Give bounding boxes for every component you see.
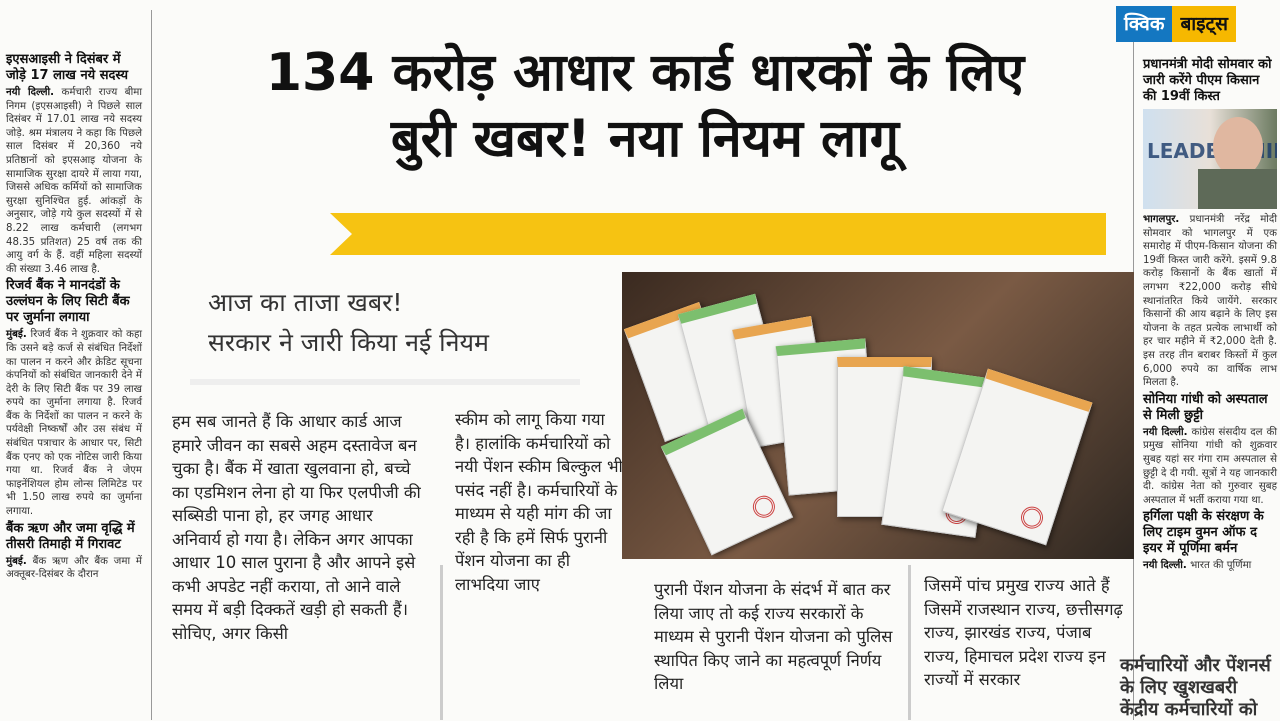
right-news-column: प्रधानमंत्री मोदी सोमवार को जारी करेंगे …	[1143, 55, 1277, 573]
news-headline: बैंक ऋण और जमा वृद्धि में तीसरी तिमाही म…	[6, 520, 135, 552]
subheading: आज का ताजा खबर! सरकार ने जारी किया नई निय…	[190, 275, 580, 385]
column-divider	[908, 565, 911, 720]
left-news-column: इएसआइसी ने दिसंबर में जोड़े 17 लाख नये स…	[6, 50, 142, 582]
news-body: नयी दिल्ली. भारत की पूर्णिमा	[1143, 560, 1252, 572]
article-column-2: स्कीम को लागू किया गया है। हालांकि कर्मच…	[455, 410, 623, 594]
quick-bites-badge: क्विक बाइट्स	[1116, 6, 1236, 42]
article-column-4: जिसमें पांच प्रमुख राज्य आते हैं जिसमें …	[924, 576, 1123, 689]
overlay-headline-fragment: कर्मचारियों और पेंशनर्स के लिए खुशखबरी क…	[1120, 655, 1271, 720]
news-body: नयी दिल्ली. कांग्रेस संसदीय दल की प्रमुख…	[1143, 426, 1277, 506]
news-headline: प्रधानमंत्री मोदी सोमवार को जारी करेंगे …	[1143, 57, 1272, 104]
news-body: मुंबई. बैंक ऋण और बैंक जमा में अक्तूबर-द…	[6, 555, 142, 581]
main-headline: 134 करोड़ आधार कार्ड धारकों के लिए बुरी ख…	[265, 43, 1025, 169]
column-divider	[440, 565, 443, 720]
yellow-banner	[330, 213, 1106, 255]
column-divider	[151, 10, 152, 720]
news-headline: सोनिया गांधी को अस्पताल से मिली छुट्टी	[1143, 391, 1268, 423]
modi-photo: LEADERSHIP	[1143, 109, 1277, 209]
news-headline: हर्गिला पक्षी के संरक्षण के लिए टाइम वुम…	[1143, 509, 1264, 557]
news-body: भागलपुर. प्रधानमंत्री नरेंद्र मोदी सोमवा…	[1143, 214, 1277, 389]
news-headline: रिजर्व बैंक ने मानदंडों के उल्लंघन के लि…	[6, 278, 130, 326]
aadhaar-cards-photo	[622, 272, 1134, 559]
article-column-3: पुरानी पेंशन योजना के संदर्भ में बात कर …	[654, 580, 893, 693]
news-body: नयी दिल्ली. कर्मचारी राज्य बीमा निगम (इए…	[6, 87, 142, 275]
article-column-1: हम सब जानते हैं कि आधार कार्ड आज हमारे ज…	[172, 412, 421, 643]
news-body: मुंबई. रिजर्व बैंक ने शुक्रवार को कहा कि…	[6, 329, 142, 518]
news-headline: इएसआइसी ने दिसंबर में जोड़े 17 लाख नये स…	[6, 52, 129, 83]
